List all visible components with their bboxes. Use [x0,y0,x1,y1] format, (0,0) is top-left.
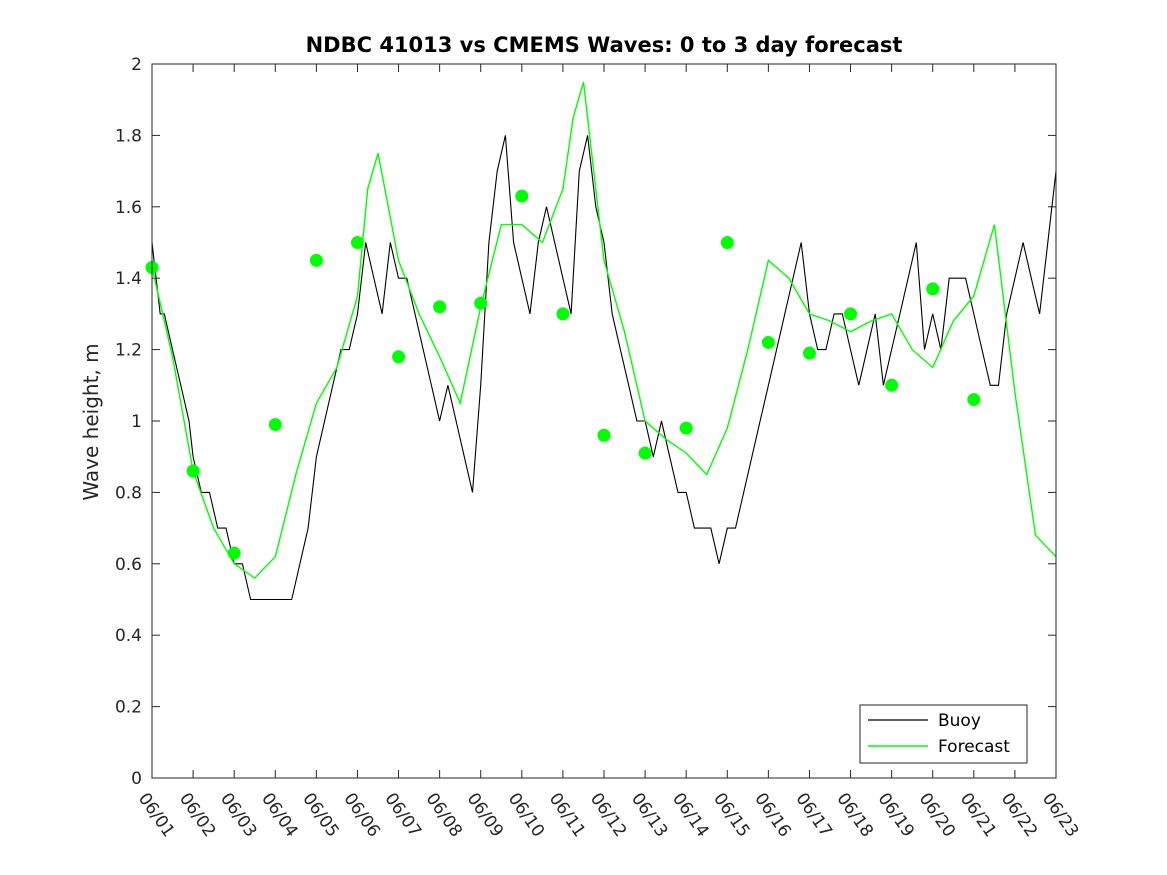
forecast-start-marker [679,421,693,435]
y-tick-label: 1.2 [115,341,142,361]
forecast-start-markers [145,189,981,560]
legend: Buoy Forecast [859,704,1028,764]
legend-forecast-label: Forecast [938,737,1010,757]
forecast-start-marker [392,350,406,364]
forecast-start-marker [268,418,282,432]
forecast-start-marker [350,236,364,249]
y-axis-ticks: 0 0.2 0.4 0.6 0.8 1 1.2 1.4 1.6 1.8 2 [115,55,1056,789]
forecast-start-marker [885,378,899,392]
x-tick-label: 06/10 [504,789,548,841]
x-tick-label: 06/21 [956,789,1000,841]
x-tick-label: 06/23 [1038,789,1082,841]
x-tick-label: 06/19 [874,789,918,841]
x-tick-label: 06/15 [709,789,753,841]
y-tick-label: 0.2 [115,698,142,718]
x-tick-label: 06/04 [257,789,301,841]
legend-box [859,704,1028,764]
y-axis-label: Wave height, m [79,343,103,500]
chart-title: NDBC 41013 vs CMEMS Waves: 0 to 3 day fo… [306,33,903,57]
y-tick-label: 1.8 [115,126,142,146]
x-tick-label: 06/17 [791,789,835,841]
y-tick-label: 2 [131,55,142,75]
forecast-start-marker [844,307,858,321]
y-tick-label: 0.8 [115,483,142,503]
plot-area [145,81,1057,601]
x-tick-label: 06/02 [175,789,219,841]
forecast-start-marker [556,307,570,321]
forecast-start-marker [638,446,652,460]
x-tick-label: 06/22 [997,789,1041,841]
x-tick-label: 06/11 [545,789,589,841]
x-tick-label: 06/08 [422,789,466,841]
y-tick-label: 1.6 [115,198,142,218]
x-tick-label: 06/01 [134,789,178,841]
x-tick-label: 06/20 [915,789,959,841]
y-tick-label: 0 [131,769,142,789]
x-tick-label: 06/18 [832,789,876,841]
x-tick-label: 06/06 [339,789,383,841]
forecast-start-marker [227,546,241,560]
forecast-series-line [151,81,1057,580]
forecast-start-marker [597,428,611,442]
forecast-start-marker [926,282,940,296]
forecast-start-marker [515,189,529,203]
x-tick-label: 06/13 [627,789,671,841]
x-tick-label: 06/12 [586,789,630,841]
x-tick-label: 06/07 [380,789,424,841]
y-tick-label: 0.6 [115,555,142,575]
forecast-start-marker [433,300,447,314]
legend-buoy-label: Buoy [938,711,981,731]
forecast-start-marker [720,236,734,249]
buoy-series-line [151,135,1057,601]
forecast-start-marker [474,296,488,310]
y-tick-label: 1 [131,412,142,432]
x-tick-label: 06/09 [463,789,507,841]
x-tick-label: 06/14 [668,789,712,841]
plot-frame [151,63,1057,779]
forecast-start-marker [309,253,323,267]
forecast-start-marker [802,346,816,360]
forecast-start-marker [186,464,200,478]
y-tick-label: 0.4 [115,626,142,646]
forecast-start-marker [761,335,775,349]
forecast-start-marker [967,393,981,407]
x-tick-label: 06/05 [298,789,342,841]
y-tick-label: 1.4 [115,269,142,289]
x-tick-label: 06/16 [750,789,794,841]
x-tick-label: 06/03 [216,789,260,841]
